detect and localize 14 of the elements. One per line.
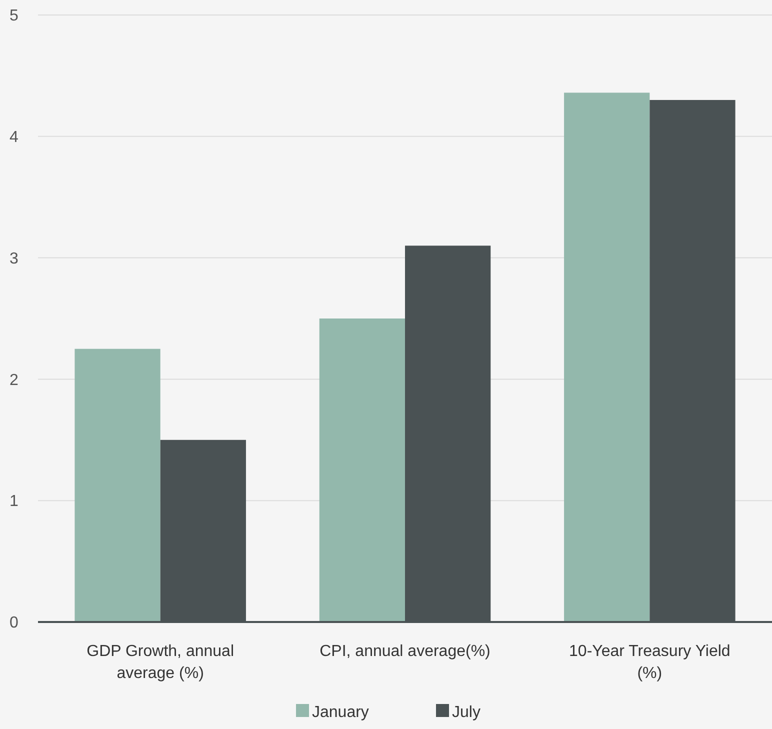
x-tick-label: CPI, annual average(%) xyxy=(320,643,490,660)
x-tick-label: GDP Growth, annual average (%) xyxy=(86,643,234,682)
y-tick-label: 0 xyxy=(10,614,19,632)
legend-label: January xyxy=(312,704,369,721)
bar xyxy=(319,318,405,622)
y-tick-label: 3 xyxy=(10,250,19,268)
bar xyxy=(74,348,160,622)
bar xyxy=(564,92,650,622)
x-tick-label: 10-Year Treasury Yield (%) xyxy=(569,643,730,682)
y-tick-label: 1 xyxy=(10,493,19,510)
y-tick-label: 4 xyxy=(10,129,19,146)
legend-label: July xyxy=(452,704,480,721)
y-tick-label: 5 xyxy=(10,8,19,25)
y-tick-label: 2 xyxy=(10,372,19,389)
